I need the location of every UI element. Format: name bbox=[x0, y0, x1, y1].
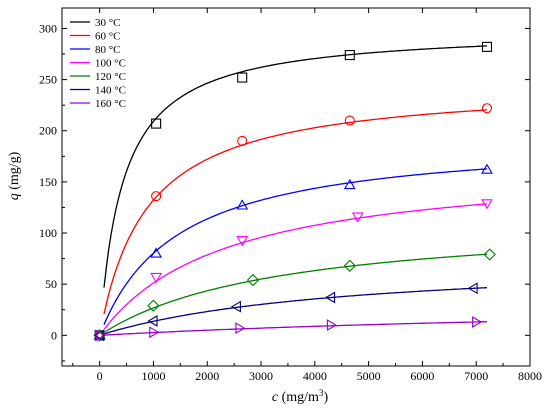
data-point bbox=[481, 103, 493, 114]
data-point bbox=[344, 50, 355, 61]
data-point bbox=[472, 316, 483, 328]
x-tick-label: 1000 bbox=[141, 369, 165, 383]
data-point bbox=[147, 315, 158, 327]
data-point bbox=[237, 135, 248, 147]
data-point bbox=[237, 72, 248, 83]
legend-label: 160 °C bbox=[95, 98, 126, 110]
legend-label: 30 °C bbox=[95, 17, 121, 29]
fit-curve bbox=[103, 45, 488, 288]
data-point bbox=[235, 322, 246, 335]
legend-label: 140 °C bbox=[95, 85, 126, 97]
data-point bbox=[151, 191, 162, 202]
fit-curves bbox=[103, 45, 488, 336]
data-point bbox=[149, 326, 160, 339]
data-point bbox=[236, 199, 249, 210]
data-point bbox=[246, 273, 260, 287]
data-point bbox=[351, 212, 364, 223]
data-point bbox=[151, 118, 162, 129]
x-tick-label: 3000 bbox=[249, 369, 273, 383]
x-tick-label: 7000 bbox=[464, 369, 488, 383]
data-point bbox=[343, 259, 356, 272]
data-point bbox=[344, 115, 355, 126]
data-point bbox=[467, 282, 478, 295]
data-point bbox=[93, 329, 104, 342]
legend-label: 120 °C bbox=[95, 71, 126, 83]
y-tick-label: 50 bbox=[45, 277, 57, 291]
data-point bbox=[150, 272, 163, 284]
data-point bbox=[236, 236, 249, 247]
legend-label: 80 °C bbox=[95, 44, 121, 56]
data-point bbox=[93, 329, 106, 340]
x-tick-label: 0 bbox=[97, 369, 103, 383]
fit-curve bbox=[103, 168, 488, 325]
y-axis-title: q (mg/g) bbox=[7, 151, 22, 200]
plot-frame bbox=[61, 7, 531, 367]
data-point bbox=[326, 319, 337, 331]
x-tick-label: 5000 bbox=[357, 369, 381, 383]
fit-curve bbox=[103, 253, 488, 334]
y-tick-label: 200 bbox=[39, 124, 57, 138]
data-point bbox=[481, 163, 493, 174]
data-point bbox=[481, 199, 493, 210]
legend-label: 60 °C bbox=[95, 31, 121, 43]
data-point bbox=[230, 300, 241, 313]
x-tick-label: 8000 bbox=[518, 369, 542, 383]
data-point bbox=[93, 331, 106, 342]
data-point bbox=[95, 329, 106, 342]
fit-curve bbox=[103, 287, 488, 335]
plot-area: 0 1000 2000 3000 4000 5000 6000 7000 8000 0 50 100 1… bbox=[39, 7, 542, 383]
data-point bbox=[481, 41, 493, 52]
x-tick-label: 2000 bbox=[195, 369, 219, 383]
data-point bbox=[343, 178, 356, 190]
fit-curve bbox=[103, 321, 488, 336]
fit-curve bbox=[103, 109, 488, 315]
x-tick-label: 6000 bbox=[410, 369, 434, 383]
data-point bbox=[483, 248, 496, 261]
y-tick-label: 150 bbox=[39, 175, 57, 189]
fit-curve bbox=[103, 203, 488, 330]
y-tick-label: 100 bbox=[39, 226, 57, 240]
y-tick-label: 250 bbox=[39, 73, 57, 87]
legend-label: 100 °C bbox=[95, 58, 126, 70]
y-tick-label: 0 bbox=[51, 328, 57, 342]
x-axis-title: c (mg/m3) bbox=[272, 388, 329, 405]
data-point bbox=[150, 247, 163, 258]
y-tick-label: 300 bbox=[39, 21, 57, 35]
data-point bbox=[147, 299, 160, 312]
data-markers bbox=[93, 41, 496, 342]
x-tick-label: 4000 bbox=[303, 369, 327, 383]
data-point bbox=[324, 291, 336, 304]
